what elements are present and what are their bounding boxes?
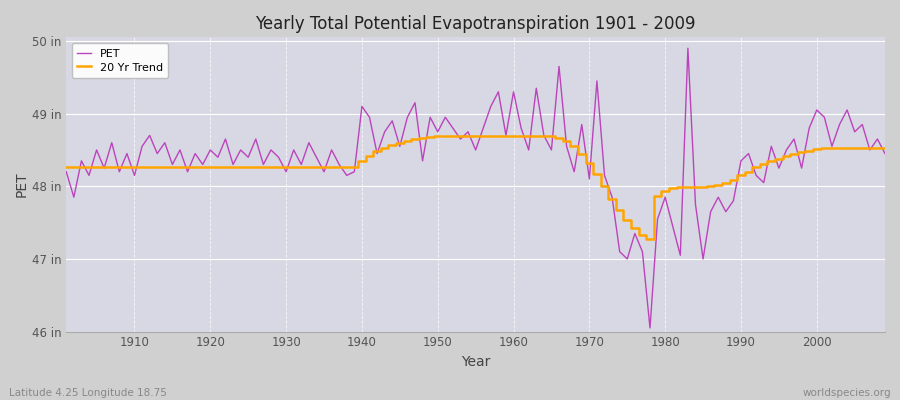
PET xyxy=(500,133,511,138)
20 Yr Trend xyxy=(508,134,519,138)
20 Yr Trend xyxy=(288,164,299,169)
Line: 20 Yr Trend: 20 Yr Trend xyxy=(67,136,885,239)
PET xyxy=(879,151,890,156)
PET xyxy=(682,46,693,51)
PET xyxy=(334,162,345,167)
Line: PET: PET xyxy=(67,48,885,328)
PET xyxy=(122,151,132,156)
20 Yr Trend xyxy=(516,134,526,138)
PET xyxy=(599,173,610,178)
Text: worldspecies.org: worldspecies.org xyxy=(803,388,891,398)
PET xyxy=(644,326,655,330)
X-axis label: Year: Year xyxy=(461,355,491,369)
20 Yr Trend xyxy=(122,164,132,169)
20 Yr Trend xyxy=(432,134,443,138)
20 Yr Trend xyxy=(644,237,655,242)
Legend: PET, 20 Yr Trend: PET, 20 Yr Trend xyxy=(72,43,168,78)
PET xyxy=(288,148,299,152)
20 Yr Trend xyxy=(607,196,617,201)
20 Yr Trend xyxy=(879,145,890,150)
20 Yr Trend xyxy=(334,164,345,169)
Title: Yearly Total Potential Evapotranspiration 1901 - 2009: Yearly Total Potential Evapotranspiratio… xyxy=(256,15,696,33)
Text: Latitude 4.25 Longitude 18.75: Latitude 4.25 Longitude 18.75 xyxy=(9,388,166,398)
PET xyxy=(61,169,72,174)
PET xyxy=(508,90,519,94)
Y-axis label: PET: PET xyxy=(15,172,29,197)
20 Yr Trend xyxy=(61,164,72,169)
